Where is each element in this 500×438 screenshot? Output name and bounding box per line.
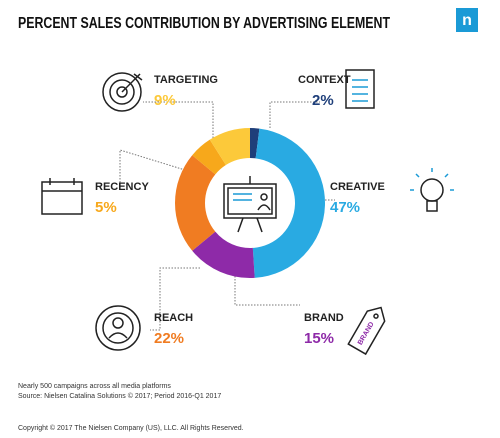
category-label: REACH: [154, 312, 193, 324]
value-label: 22%: [154, 330, 184, 347]
value-label: 15%: [304, 330, 334, 347]
target-icon: [102, 72, 143, 112]
category-label: CONTEXT: [298, 74, 351, 86]
category-label: BRAND: [304, 312, 344, 324]
context-icon: [345, 69, 375, 109]
copyright: Copyright © 2017 The Nielsen Company (US…: [18, 424, 244, 432]
value-label: 2%: [312, 92, 334, 109]
bulb-icon: [410, 168, 454, 212]
value-label: 47%: [330, 199, 360, 216]
donut-segment: [192, 231, 255, 278]
chart-title: PERCENT SALES CONTRIBUTION BY ADVERTISIN…: [18, 15, 390, 32]
donut: [174, 128, 325, 278]
category-label: TARGETING: [154, 74, 218, 86]
donut-segment: [192, 139, 226, 175]
note: Source: Nielsen Catalina Solutions © 201…: [18, 392, 221, 400]
leader-line: [143, 101, 214, 138]
leader-line: [234, 276, 300, 306]
value-label: 5%: [95, 199, 117, 216]
note: Nearly 500 campaigns across all media pl…: [18, 383, 171, 390]
calendar-icon: [41, 178, 83, 215]
logo-box: [456, 8, 478, 32]
value-label: 9%: [154, 92, 176, 109]
donut-segment: [174, 155, 216, 251]
donut-segment: [250, 128, 260, 159]
logo: n: [462, 12, 472, 29]
donut-segment: [252, 128, 325, 278]
reach-icon: [95, 305, 141, 351]
center-icon: [206, 159, 294, 247]
donut-segment: [209, 128, 250, 166]
category-label: RECENCY: [95, 181, 149, 193]
category-label: CREATIVE: [330, 181, 385, 193]
